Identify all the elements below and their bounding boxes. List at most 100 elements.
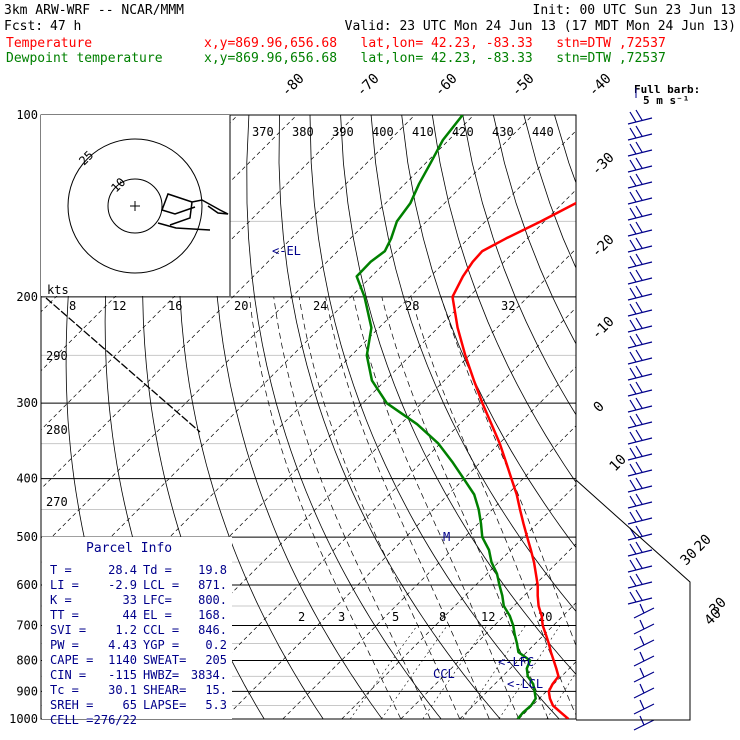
parcel-param-value: 15. (205, 683, 227, 697)
dry-adiabat-line (585, 115, 740, 719)
lcl-marker: <-LCL (507, 677, 543, 691)
wind-barb (627, 413, 653, 429)
isotherm-label: -20 (589, 232, 618, 261)
parcel-param-value: 871. (198, 578, 227, 592)
dewpoint-curve (355, 115, 537, 719)
parcel-param-value: 846. (198, 623, 227, 637)
pressure-label: 400 (16, 472, 38, 486)
parcel-param-value: 1.2 (115, 623, 137, 637)
parcel-param-value: 0.2 (205, 638, 227, 652)
parcel-info-bg (42, 537, 232, 719)
moist-adiabat-line (273, 296, 431, 719)
moist-adiabat-line (249, 296, 402, 719)
theta-left-label: 290 (46, 349, 68, 363)
wind-barb (627, 221, 653, 237)
parcel-param-label: SHEAR= (143, 683, 186, 697)
mixing-ratio-line (462, 625, 526, 719)
isotherm-line (341, 484, 576, 719)
wind-barb (627, 141, 653, 157)
wind-barb (633, 699, 655, 715)
parcel-param-value: -2.9 (108, 578, 137, 592)
wind-barb (627, 445, 653, 461)
parcel-param-value: 28.4 (108, 563, 137, 577)
wind-barb (633, 603, 655, 619)
speed-label: 28 (405, 299, 419, 313)
parcel-param-value: 44 (123, 608, 137, 622)
dry-adiabat-line (370, 115, 576, 612)
parcel-param-label: CELL = (50, 713, 93, 727)
isotherm-label: 10 (607, 452, 630, 475)
parcel-param-value: 30.1 (108, 683, 137, 697)
wind-barb (627, 269, 653, 285)
parcel-param-label: CAPE = (50, 653, 93, 667)
moist-adiabat-line (298, 296, 461, 719)
wind-barb (633, 651, 655, 667)
parcel-param-label: SREH = (50, 698, 93, 712)
theta-label: 400 (372, 125, 394, 139)
aux-line (45, 297, 201, 433)
isotherm-line (41, 115, 475, 549)
wind-barb (633, 635, 655, 651)
parcel-param-label: SWEAT= (143, 653, 186, 667)
isotherm-label: -60 (432, 71, 461, 100)
parcel-param-value: 1140 (108, 653, 137, 667)
parcel-param-label: SVI = (50, 623, 86, 637)
dry-adiabat-line (523, 115, 576, 270)
el-marker: <-EL (272, 244, 301, 258)
wind-barb (627, 557, 653, 573)
hodograph-trace (161, 193, 229, 226)
wind-barb (627, 237, 653, 253)
wind-barb (627, 493, 653, 509)
parcel-param-label: LAPSE= (143, 698, 186, 712)
parcel-param-value: 205 (205, 653, 227, 667)
dry-adiabat-line (431, 115, 576, 483)
speed-label: 16 (168, 299, 182, 313)
speed-label: 20 (234, 299, 248, 313)
isotherm-line (518, 661, 576, 719)
wind-barb (627, 125, 653, 141)
parcel-param-label: TT = (50, 608, 79, 622)
dry-adiabat-line (340, 115, 576, 675)
temperature-label: Temperature (6, 36, 93, 51)
pressure-label: 100 (16, 108, 38, 122)
dry-adiabat-line (462, 115, 576, 416)
parcel-info-panel: Parcel Info T = 28.4 Td = 19.8 LI = -2.9 LCL = 8… (42, 537, 232, 727)
parcel-marker: M (443, 530, 450, 544)
wind-barb (633, 715, 655, 731)
dewpoint-location: x,y=869.96,656.68 lat,lon= 42.23, -83.33… (204, 51, 666, 66)
pressure-label: 600 (16, 578, 38, 592)
parcel-param-label: YGP = (143, 638, 179, 652)
speed-label: 8 (69, 299, 76, 313)
parcel-param-value: 4.43 (108, 638, 137, 652)
parcel-param-value: 65 (123, 698, 137, 712)
isotherm-label: -50 (509, 71, 538, 100)
wind-barb (627, 253, 653, 269)
wind-barb (627, 189, 653, 205)
mixing-ratio-label: 8 (439, 610, 446, 624)
wind-barb (627, 461, 653, 477)
parcel-param-label: LCL = (143, 578, 179, 592)
parcel-param-label: PW = (50, 638, 79, 652)
forecast-label: Fcst: (4, 19, 44, 34)
isotherm-line (41, 115, 534, 608)
mixing-ratio-label: 5 (392, 610, 399, 624)
theta-label: 370 (252, 125, 274, 139)
mixing-ratio-line (498, 625, 561, 719)
parcel-param-label: LI = (50, 578, 79, 592)
dry-adiabat-line (212, 115, 383, 719)
parcel-param-value: 3834. (191, 668, 227, 682)
theta-left-label: 280 (46, 423, 68, 437)
mixing-ratio-line (349, 625, 418, 719)
pressure-label: 700 (16, 618, 38, 632)
parcel-param-label: CIN = (50, 668, 86, 682)
parcel-param-label: LFC= (143, 593, 172, 607)
theta-label: 380 (292, 125, 314, 139)
mixing-ratio-label: 3 (338, 610, 345, 624)
parcel-param-value: 5.3 (205, 698, 227, 712)
speed-label: 12 (112, 299, 126, 313)
dry-adiabat-line (616, 115, 740, 719)
dry-adiabat-line (401, 115, 576, 549)
